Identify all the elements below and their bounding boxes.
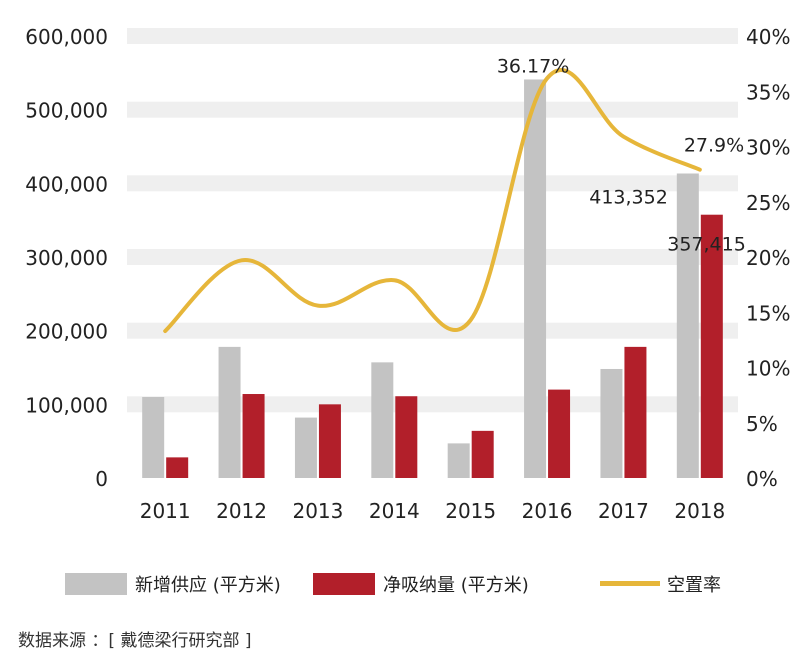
bar-absorption-2014 xyxy=(395,396,418,478)
data-label: 357,415 xyxy=(667,234,746,256)
y-left-tick-label: 300,000 xyxy=(25,246,108,270)
y-right-tick-label: 20% xyxy=(746,246,790,270)
x-axis: 2011 2012 2013 2014 2015 2016 2017 2018 xyxy=(140,499,726,523)
bar-supply-2012 xyxy=(218,346,241,478)
y-left-tick-label: 400,000 xyxy=(25,172,108,196)
y-left-tick-label: 100,000 xyxy=(25,393,108,417)
grid-band xyxy=(127,249,738,265)
y-right-tick-label: 30% xyxy=(746,136,790,160)
y-right-tick-label: 5% xyxy=(746,412,778,436)
bar-supply-2011 xyxy=(142,396,165,478)
legend: 新增供应 (平方米) 净吸纳量 (平方米) 空置率 xyxy=(65,573,721,596)
x-tick-label-2012: 2012 xyxy=(216,499,267,523)
y-left-tick-label: 0 xyxy=(95,467,108,491)
x-tick-label-2017: 2017 xyxy=(598,499,649,523)
y-left-tick-label: 600,000 xyxy=(25,25,108,49)
x-tick-label-2014: 2014 xyxy=(369,499,420,523)
legend-label-supply: 新增供应 (平方米) xyxy=(135,575,281,596)
data-label: 413,352 xyxy=(589,186,668,208)
bar-absorption-2015 xyxy=(471,430,494,478)
legend-swatch-supply xyxy=(65,573,127,595)
grid-band xyxy=(127,101,738,118)
bar-supply-2015 xyxy=(447,443,470,478)
vacancy-line-path xyxy=(163,68,702,334)
grid-bands xyxy=(127,28,738,413)
bar-absorption-2011 xyxy=(166,457,189,478)
x-tick-label-2013: 2013 xyxy=(292,499,343,523)
source-note: 数据来源 ：[ 戴德梁行研究部 ] xyxy=(18,631,252,651)
legend-label-absorption: 净吸纳量 (平方米) xyxy=(383,575,529,596)
y-right-tick-label: 10% xyxy=(746,357,790,381)
bar-absorption-2017 xyxy=(624,346,647,478)
bar-absorption-2012 xyxy=(242,394,265,478)
bar-supply-2016 xyxy=(524,79,547,479)
x-tick-label-2018: 2018 xyxy=(674,499,725,523)
bars xyxy=(142,79,723,479)
grid-band xyxy=(127,396,738,413)
y-right-tick-label: 25% xyxy=(746,191,790,215)
y-right-tick-label: 35% xyxy=(746,80,790,104)
y-right-tick-label: 15% xyxy=(746,301,790,325)
legend-swatch-vacancy xyxy=(600,581,660,586)
data-label: 27.9% xyxy=(684,135,744,157)
x-tick-label-2011: 2011 xyxy=(140,499,191,523)
bar-supply-2014 xyxy=(371,362,394,478)
annotations: 36.17% 27.9% 413,352 357,415 xyxy=(497,55,746,255)
legend-label-vacancy: 空置率 xyxy=(667,575,721,596)
x-tick-label-2016: 2016 xyxy=(522,499,573,523)
y-axis-right: 0% 5% 10% 15% 20% 25% 30% 35% 40% xyxy=(746,25,790,491)
legend-swatch-absorption xyxy=(313,573,375,595)
bar-supply-2017 xyxy=(600,368,623,478)
grid-band xyxy=(127,28,738,44)
bar-absorption-2016 xyxy=(548,389,571,478)
bar-absorption-2013 xyxy=(318,404,341,478)
grid-band xyxy=(127,175,738,192)
y-left-tick-label: 200,000 xyxy=(25,320,108,344)
bar-absorption-2018 xyxy=(700,214,723,478)
y-right-tick-label: 0% xyxy=(746,467,778,491)
bar-supply-2018 xyxy=(676,173,699,478)
vacancy-line xyxy=(163,68,702,334)
y-right-tick-label: 40% xyxy=(746,25,790,49)
y-axis-left: 0 100,000 200,000 300,000 400,000 500,000 600,… xyxy=(25,25,108,491)
bar-supply-2013 xyxy=(294,417,317,478)
y-left-tick-label: 500,000 xyxy=(25,99,108,123)
data-label: 36.17% xyxy=(497,55,569,77)
x-tick-label-2015: 2015 xyxy=(445,499,496,523)
grid-band xyxy=(127,322,738,339)
